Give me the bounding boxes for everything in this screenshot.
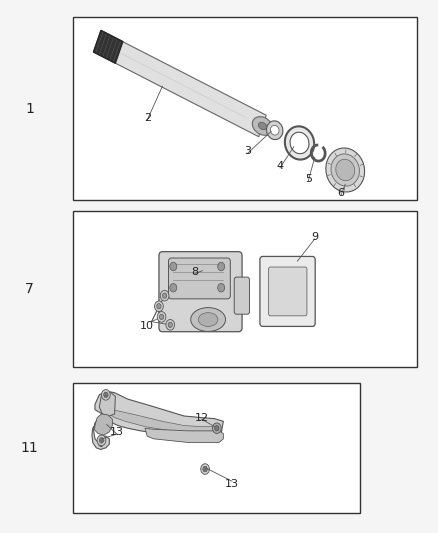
Circle shape [212, 423, 221, 433]
Circle shape [157, 304, 161, 309]
Circle shape [203, 466, 207, 472]
FancyBboxPatch shape [234, 277, 250, 314]
Circle shape [97, 435, 106, 446]
Ellipse shape [336, 159, 355, 181]
Circle shape [159, 314, 164, 319]
Bar [73, 211, 417, 367]
Ellipse shape [266, 121, 283, 140]
Polygon shape [99, 393, 116, 416]
Polygon shape [93, 30, 123, 63]
Circle shape [170, 284, 177, 292]
Text: 9: 9 [311, 232, 318, 243]
Ellipse shape [285, 126, 314, 159]
Circle shape [157, 312, 166, 322]
Text: 2: 2 [144, 113, 151, 123]
Text: 13: 13 [110, 427, 124, 437]
Circle shape [104, 392, 108, 398]
FancyBboxPatch shape [260, 256, 315, 326]
Circle shape [160, 290, 169, 301]
Text: 10: 10 [140, 321, 154, 331]
Polygon shape [110, 410, 215, 434]
FancyBboxPatch shape [159, 252, 242, 332]
Ellipse shape [290, 132, 309, 154]
Circle shape [218, 262, 225, 271]
Ellipse shape [270, 125, 279, 135]
Circle shape [168, 322, 173, 327]
Text: 6: 6 [337, 188, 344, 198]
Polygon shape [93, 30, 266, 137]
Text: 11: 11 [21, 441, 39, 455]
Text: 12: 12 [194, 413, 208, 423]
Circle shape [218, 284, 225, 292]
Bar [73, 17, 417, 200]
Text: 13: 13 [225, 479, 239, 489]
Circle shape [201, 464, 209, 474]
Text: 8: 8 [191, 267, 198, 277]
Polygon shape [92, 391, 223, 449]
Polygon shape [145, 428, 223, 442]
Circle shape [99, 438, 104, 443]
Ellipse shape [331, 154, 360, 186]
Ellipse shape [198, 313, 218, 326]
Ellipse shape [191, 308, 226, 332]
Text: 4: 4 [276, 161, 283, 171]
FancyBboxPatch shape [268, 267, 307, 316]
FancyBboxPatch shape [169, 258, 230, 299]
Ellipse shape [252, 117, 273, 135]
Circle shape [155, 301, 163, 312]
Text: 5: 5 [305, 174, 312, 184]
Bar [73, 383, 360, 513]
Polygon shape [95, 414, 113, 435]
Circle shape [215, 425, 219, 431]
Ellipse shape [258, 122, 267, 130]
Ellipse shape [326, 148, 364, 192]
Circle shape [170, 262, 177, 271]
Circle shape [162, 293, 167, 298]
Text: 7: 7 [25, 282, 34, 296]
Circle shape [166, 319, 175, 330]
Text: 1: 1 [25, 102, 34, 116]
Text: 3: 3 [244, 147, 251, 157]
Circle shape [102, 390, 110, 400]
